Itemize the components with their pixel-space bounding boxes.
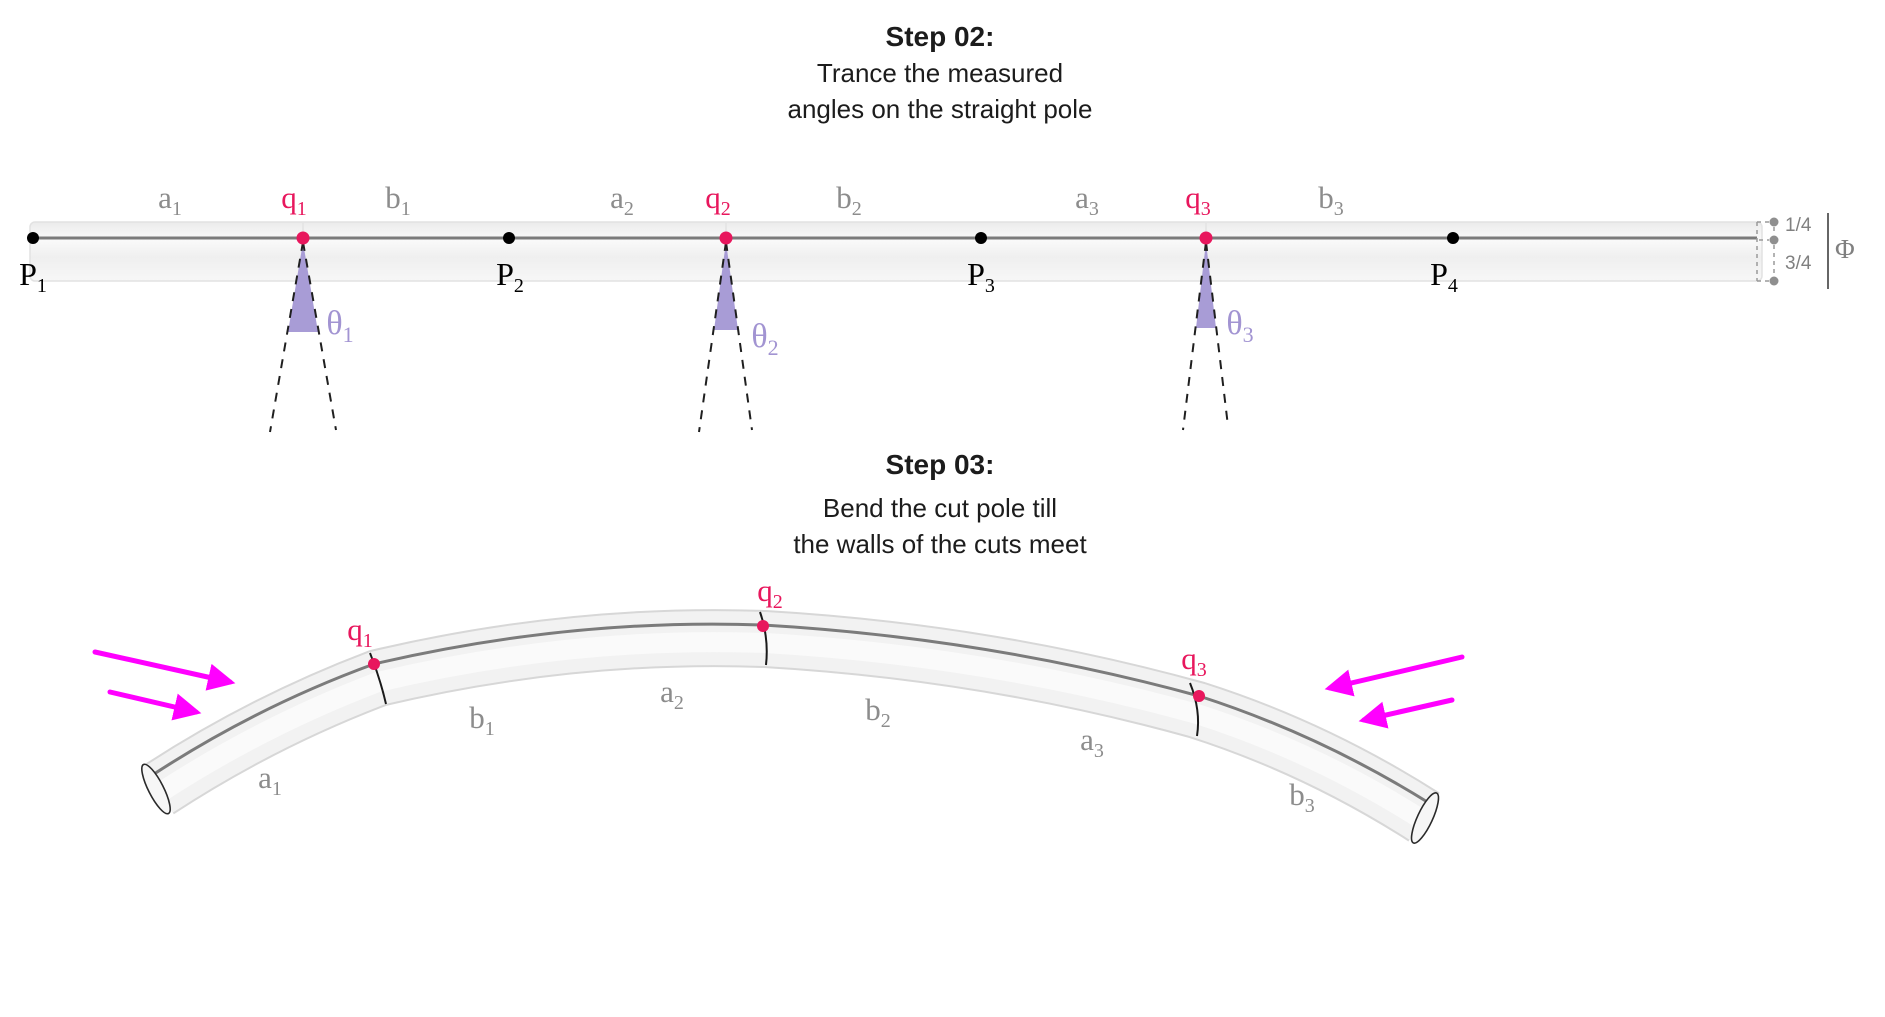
cut-dot-q2 [719,231,733,245]
point-dot-p1 [27,232,39,244]
segment-label-a1: a1 [158,180,182,220]
bent-segment-label-b2: b2 [865,692,891,732]
segment-label-b3: b3 [1318,180,1344,220]
guide-dot-bottom [1769,276,1779,286]
angle-label-theta2: θ2 [751,318,778,360]
bent-pole-endcap-left [141,763,171,815]
bent-cut-dot-q2 [757,620,769,632]
angle-wedge-theta1 [288,242,318,332]
bent-segment-label-b3: b3 [1289,777,1315,817]
bent-cut-label-q3: q3 [1181,641,1207,681]
cut-label-q3: q3 [1185,180,1211,220]
bent-cut-dot-q1 [368,658,380,670]
cut-label-q1: q1 [281,180,307,220]
bent-cut-dot-q3 [1193,690,1205,702]
angle-dash-right-1 [302,241,337,431]
point-label-p4: P4 [1430,256,1458,297]
straight-pole-body [29,221,1763,282]
step03-subtitle-line2: the walls of the cuts meet [793,529,1087,559]
bent-cut-label-q1: q1 [347,612,373,652]
angle-dash-left-2 [698,241,727,433]
cut-mark-q1 [369,652,387,705]
segment-label-b1: b1 [385,180,411,220]
bent-pole-endcap-right [1410,792,1440,844]
cut-label-q2: q2 [705,180,731,220]
bend-arrow-left-1 [92,649,236,691]
cut-mark-q2 [759,611,768,666]
segment-label-a3: a3 [1075,180,1099,220]
guide-dot-top [1769,217,1779,227]
step02-title: Step 02: [886,21,995,52]
angle-wedge-theta3 [1196,242,1216,328]
diameter-symbol-label: Φ [1835,234,1855,264]
angle-label-theta1: θ1 [326,305,353,347]
bent-segment-label-a2: a2 [660,674,684,714]
step02-section: Step 02: Trance the measured angles on t… [19,21,1855,433]
angle-wedge-theta2 [714,242,738,330]
bend-arrow-left-2 [107,689,202,721]
point-dot-p3 [975,232,987,244]
step02-subtitle-line1: Trance the measured [817,58,1063,88]
bend-arrow-right-1 [1324,654,1465,697]
bent-segment-label-a1: a1 [258,760,282,800]
diameter-guide: 1/4 3/4 Φ [1757,213,1855,289]
point-label-p1: P1 [19,256,47,297]
point-dot-p4 [1447,232,1459,244]
step03-section: Step 03: Bend the cut pole till the wall… [92,449,1465,844]
angle-label-theta3: θ3 [1226,305,1253,347]
step02-subtitle-line2: angles on the straight pole [788,94,1093,124]
angle-dash-right-2 [725,241,753,431]
bend-arrow-right-2 [1358,697,1455,729]
point-dot-p2 [503,232,515,244]
cut-dot-q1 [296,231,310,245]
bent-cut-label-q2: q2 [757,573,783,613]
angle-dash-right-3 [1205,241,1229,427]
angle-dash-left-3 [1182,241,1207,431]
point-label-p2: P2 [496,256,524,297]
segment-label-a2: a2 [610,180,634,220]
step03-title: Step 03: [886,449,995,480]
bent-segment-label-a3: a3 [1080,722,1104,762]
step03-subtitle-line1: Bend the cut pole till [823,493,1057,523]
angle-dash-left-1 [269,241,304,433]
guide-dot-mid [1769,235,1779,245]
bent-pole-highlight [152,632,1430,830]
fraction-bottom-label: 3/4 [1785,253,1812,274]
point-label-p3: P3 [967,256,995,297]
segment-label-b2: b2 [836,180,862,220]
fraction-top-label: 1/4 [1785,215,1812,236]
cut-mark-q3 [1189,682,1200,737]
bent-segment-label-b1: b1 [469,700,495,740]
cut-dot-q3 [1199,231,1213,245]
